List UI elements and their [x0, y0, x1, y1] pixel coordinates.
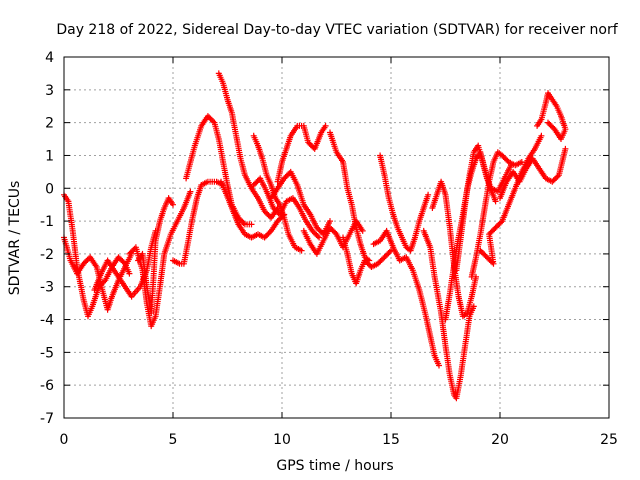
x-tick-label: 5 [169, 432, 178, 448]
y-tick-label: 4 [45, 50, 54, 66]
y-tick-label: -1 [40, 214, 54, 230]
data-point [562, 145, 569, 152]
data-point [322, 122, 329, 129]
axis-ticks: -7 -6 -5 -4 -3 -2 -1 0 1 2 3 4 0 5 10 15 20 25 [40, 50, 618, 448]
data-point [492, 198, 499, 205]
x-tick-label: 10 [273, 432, 291, 448]
data-point [248, 221, 255, 228]
x-axis-label: GPS time / hours [276, 458, 393, 474]
x-tick-label: 15 [382, 432, 400, 448]
data-point [240, 220, 247, 227]
data-point [316, 234, 323, 241]
y-tick-label: 1 [45, 148, 54, 164]
data-point [546, 120, 553, 127]
data-point [210, 118, 217, 125]
y-axis-label: SDTVAR / TECUs [7, 181, 23, 296]
data-point [314, 233, 321, 240]
x-tick-label: 25 [600, 432, 618, 448]
data-point [425, 191, 432, 198]
data-point [359, 227, 366, 234]
plot-frame [63, 56, 610, 419]
data-points [61, 70, 569, 402]
y-tick-label: -2 [40, 247, 54, 263]
data-point [436, 362, 442, 369]
x-tick-label: 0 [60, 432, 69, 448]
y-tick-label: -6 [40, 378, 54, 394]
y-tick-label: 3 [45, 83, 54, 99]
data-point [126, 270, 133, 277]
y-tick-label: -3 [40, 280, 54, 296]
data-point [332, 229, 339, 236]
data-point [170, 201, 176, 208]
data-point [497, 219, 504, 226]
x-tick-label: 20 [491, 432, 509, 448]
y-tick-label: -5 [40, 345, 54, 361]
data-point [327, 218, 333, 225]
data-point [187, 188, 194, 195]
y-tick-label: -4 [40, 313, 54, 329]
data-point [553, 174, 560, 181]
chart-title: Day 218 of 2022, Sidereal Day-to-day VTE… [56, 22, 618, 38]
data-point [298, 247, 305, 254]
y-tick-label: -7 [40, 411, 54, 427]
data-point [538, 132, 545, 139]
data-point [386, 248, 393, 255]
data-point [548, 123, 555, 130]
data-point [545, 119, 551, 126]
y-tick-label: 0 [45, 181, 54, 197]
y-tick-label: 2 [45, 116, 54, 132]
